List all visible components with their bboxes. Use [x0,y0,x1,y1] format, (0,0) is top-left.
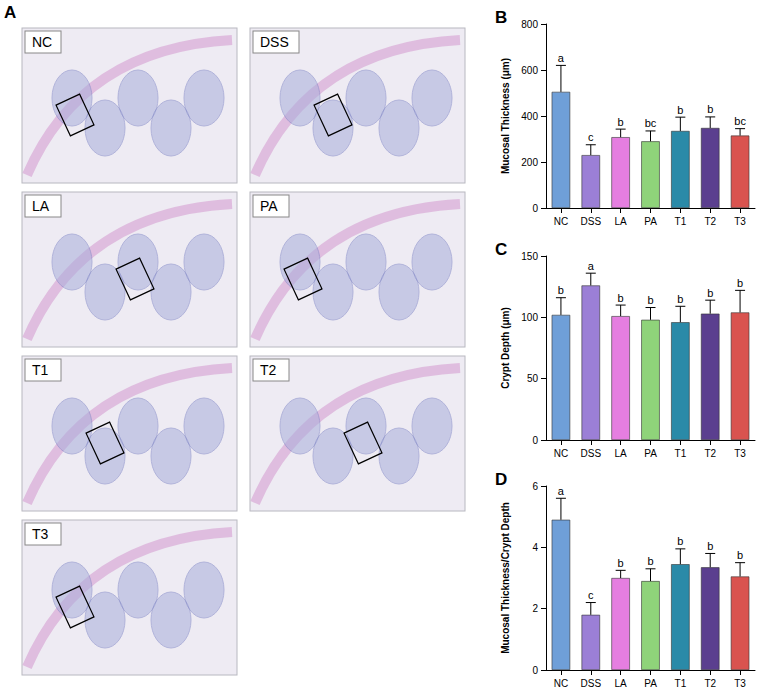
svg-text:T1: T1 [675,678,687,689]
svg-text:c: c [588,131,594,143]
svg-text:0: 0 [532,665,538,676]
svg-text:LA: LA [615,216,628,227]
svg-text:T1: T1 [32,362,49,378]
svg-text:DSS: DSS [260,34,289,50]
svg-text:T3: T3 [734,678,746,689]
svg-text:b: b [737,277,743,289]
svg-text:0: 0 [532,203,538,214]
svg-text:6: 6 [532,481,538,492]
svg-text:A: A [4,3,16,22]
svg-text:800: 800 [521,19,538,30]
svg-text:b: b [618,557,624,569]
svg-text:LA: LA [615,678,628,689]
svg-text:400: 400 [521,111,538,122]
svg-text:b: b [618,116,624,128]
svg-text:B: B [495,8,507,27]
svg-text:b: b [647,555,653,567]
svg-text:b: b [677,535,683,547]
svg-text:NC: NC [32,34,52,50]
svg-text:T2: T2 [704,448,716,459]
svg-text:b: b [677,293,683,305]
svg-text:PA: PA [260,198,278,214]
svg-text:PA: PA [644,678,657,689]
svg-text:a: a [558,485,565,497]
svg-text:b: b [647,294,653,306]
svg-text:Crypt Depth (μm): Crypt Depth (μm) [500,307,511,389]
svg-text:T2: T2 [260,362,277,378]
svg-text:T1: T1 [675,216,687,227]
svg-text:T2: T2 [704,678,716,689]
svg-text:b: b [558,284,564,296]
svg-text:b: b [677,104,683,116]
svg-text:a: a [588,260,595,272]
svg-text:LA: LA [615,448,628,459]
svg-text:D: D [495,470,507,489]
svg-text:c: c [588,589,594,601]
svg-text:Mucosal Thickness/Crypt Depth: Mucosal Thickness/Crypt Depth [500,502,511,654]
svg-text:NC: NC [554,448,568,459]
svg-text:b: b [707,540,713,552]
svg-text:T3: T3 [734,448,746,459]
svg-text:PA: PA [644,448,657,459]
svg-text:600: 600 [521,65,538,76]
svg-text:bc: bc [645,117,657,129]
svg-text:0: 0 [532,435,538,446]
svg-text:4: 4 [532,542,538,553]
svg-text:50: 50 [527,373,539,384]
svg-text:2: 2 [532,603,538,614]
svg-text:C: C [495,240,507,259]
svg-text:Mucosal Thickness (μm): Mucosal Thickness (μm) [500,58,511,174]
svg-text:200: 200 [521,157,538,168]
svg-text:a: a [558,52,565,64]
svg-text:DSS: DSS [581,678,602,689]
svg-text:b: b [707,287,713,299]
svg-text:b: b [618,292,624,304]
svg-text:DSS: DSS [581,216,602,227]
svg-text:NC: NC [554,216,568,227]
svg-text:T1: T1 [675,448,687,459]
svg-text:DSS: DSS [581,448,602,459]
svg-text:100: 100 [521,312,538,323]
svg-text:bc: bc [734,115,746,127]
svg-text:T3: T3 [32,526,49,542]
svg-text:NC: NC [554,678,568,689]
svg-text:150: 150 [521,251,538,262]
svg-text:b: b [707,103,713,115]
svg-text:PA: PA [644,216,657,227]
svg-text:T3: T3 [734,216,746,227]
svg-text:b: b [737,549,743,561]
svg-text:T2: T2 [704,216,716,227]
svg-text:LA: LA [32,198,50,214]
